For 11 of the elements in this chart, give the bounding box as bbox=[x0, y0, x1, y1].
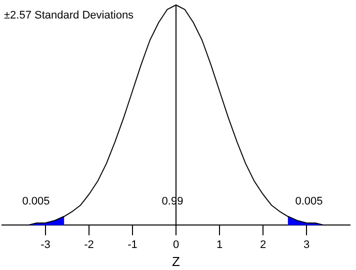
x-tick-label: 3 bbox=[303, 238, 310, 251]
chart-title: ±2.57 Standard Deviations bbox=[4, 10, 134, 22]
x-tick-label: -3 bbox=[40, 238, 50, 251]
x-tick-label: -1 bbox=[128, 238, 138, 251]
annotation: 0.005 bbox=[22, 196, 50, 208]
x-tick-label: 2 bbox=[260, 238, 266, 251]
annotation: 0.005 bbox=[295, 196, 323, 208]
x-axis-title: Z bbox=[172, 254, 180, 269]
x-tick-label: -2 bbox=[84, 238, 94, 251]
x-tick-label: 0 bbox=[172, 238, 180, 251]
x-tick-label: 1 bbox=[216, 238, 223, 251]
